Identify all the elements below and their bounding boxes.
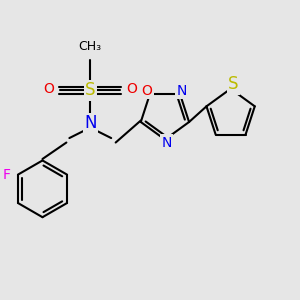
Text: O: O	[127, 82, 137, 96]
Text: S: S	[228, 75, 239, 93]
Text: O: O	[43, 82, 54, 96]
Text: F: F	[3, 168, 10, 182]
Text: S: S	[85, 81, 95, 99]
Text: N: N	[84, 114, 97, 132]
Text: O: O	[142, 84, 152, 98]
Text: CH₃: CH₃	[79, 40, 102, 53]
Text: N: N	[161, 136, 172, 149]
Text: N: N	[176, 84, 187, 98]
